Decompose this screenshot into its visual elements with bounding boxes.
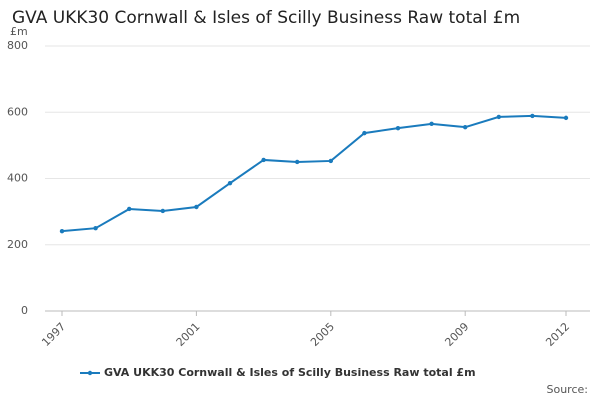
legend-marker bbox=[87, 370, 93, 376]
y-tick-label: 0 bbox=[21, 304, 28, 317]
data-point bbox=[93, 225, 98, 231]
data-point bbox=[127, 206, 132, 212]
source: Source: bbox=[547, 383, 589, 396]
data-point bbox=[530, 113, 535, 119]
y-axis-label: £m bbox=[10, 25, 28, 38]
x-tick-label: 1997 bbox=[39, 320, 68, 349]
data-point bbox=[295, 159, 300, 165]
chart-title: GVA UKK30 Cornwall & Isles of Scilly Bus… bbox=[12, 8, 520, 28]
data-point bbox=[395, 125, 401, 131]
data-point bbox=[463, 124, 468, 130]
legend-label: GVA UKK30 Cornwall & Isles of Scilly Bus… bbox=[104, 366, 476, 379]
series-line bbox=[61, 114, 567, 233]
x-tick-label: 2012 bbox=[543, 320, 572, 349]
y-tick-label: 400 bbox=[7, 172, 28, 185]
y-tick-label: 600 bbox=[7, 105, 28, 118]
x-tick-label: 2005 bbox=[308, 320, 337, 349]
data-point bbox=[194, 204, 199, 210]
data-point bbox=[563, 115, 569, 121]
data-point bbox=[59, 228, 65, 234]
x-tick-label: 2001 bbox=[174, 320, 203, 349]
data-point bbox=[496, 114, 501, 120]
data-point bbox=[227, 180, 233, 186]
y-tick-label: 200 bbox=[7, 238, 28, 251]
y-tick-label: 800 bbox=[7, 39, 28, 52]
data-point bbox=[429, 121, 434, 127]
x-tick-label: 2009 bbox=[442, 320, 471, 349]
data-point bbox=[261, 157, 266, 163]
data-point bbox=[160, 208, 165, 214]
data-point bbox=[328, 158, 333, 164]
data-point bbox=[362, 130, 367, 136]
